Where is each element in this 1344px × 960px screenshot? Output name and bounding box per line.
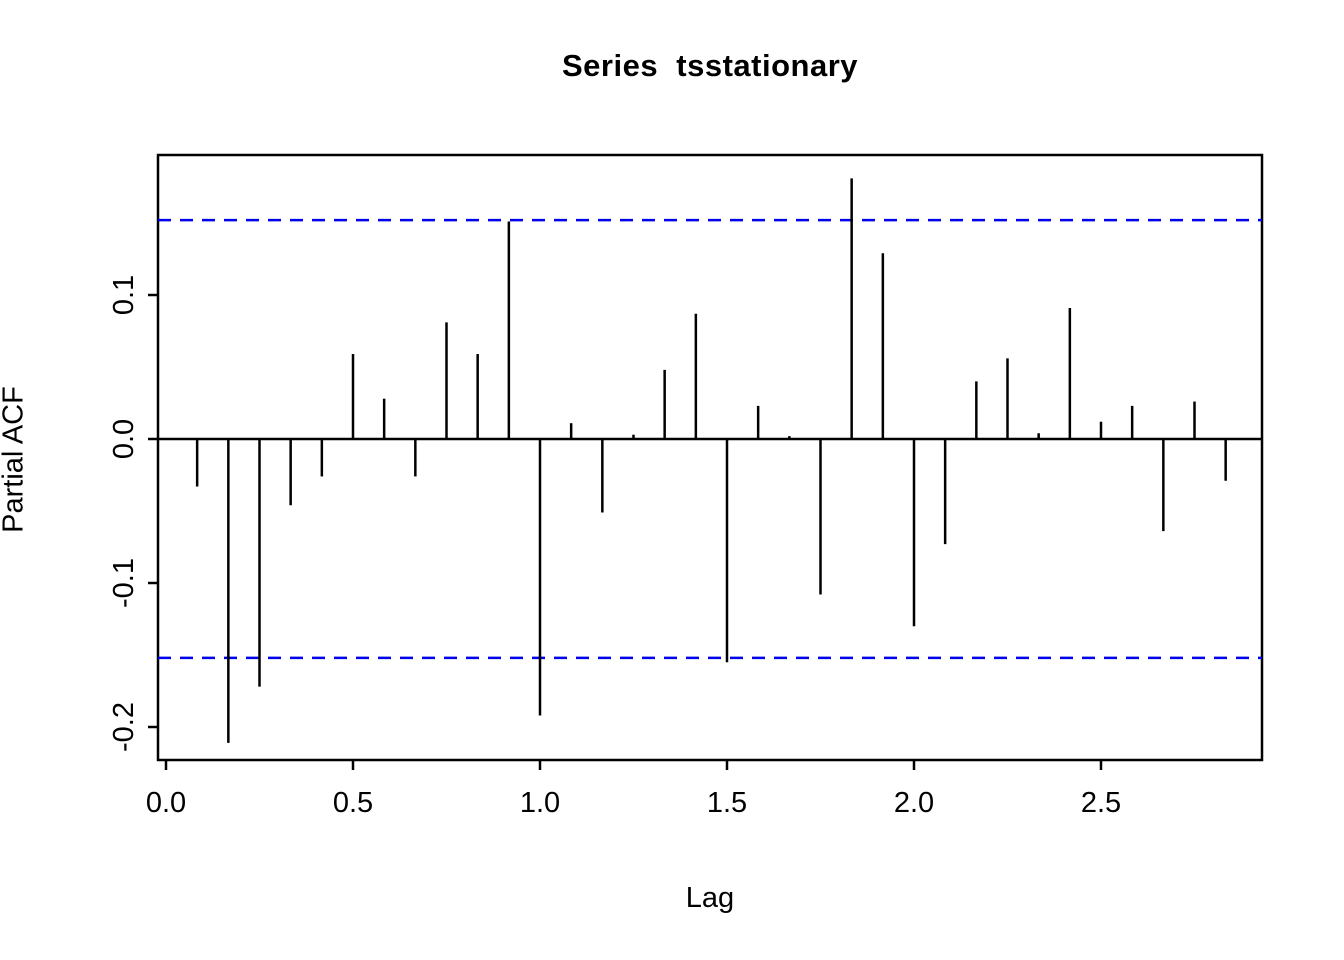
x-axis-label: Lag <box>685 882 735 914</box>
y-tick-label: 0.1 <box>108 275 140 315</box>
y-tick-label: -0.1 <box>108 558 140 608</box>
y-axis-label: Partial ACF <box>0 386 30 533</box>
chart-title: Series tsstationary <box>561 48 859 83</box>
plot-border <box>156 153 1264 762</box>
y-tick-label: -0.2 <box>108 702 140 752</box>
x-tick-label: 0.0 <box>146 787 186 819</box>
x-tick-label: 1.0 <box>520 787 560 819</box>
y-tick-label: 0.0 <box>108 419 140 459</box>
x-tick-label: 2.5 <box>1081 787 1121 819</box>
x-tick-label: 0.5 <box>333 787 373 819</box>
x-tick-label: 1.5 <box>707 787 747 819</box>
x-tick-label: 2.0 <box>894 787 934 819</box>
